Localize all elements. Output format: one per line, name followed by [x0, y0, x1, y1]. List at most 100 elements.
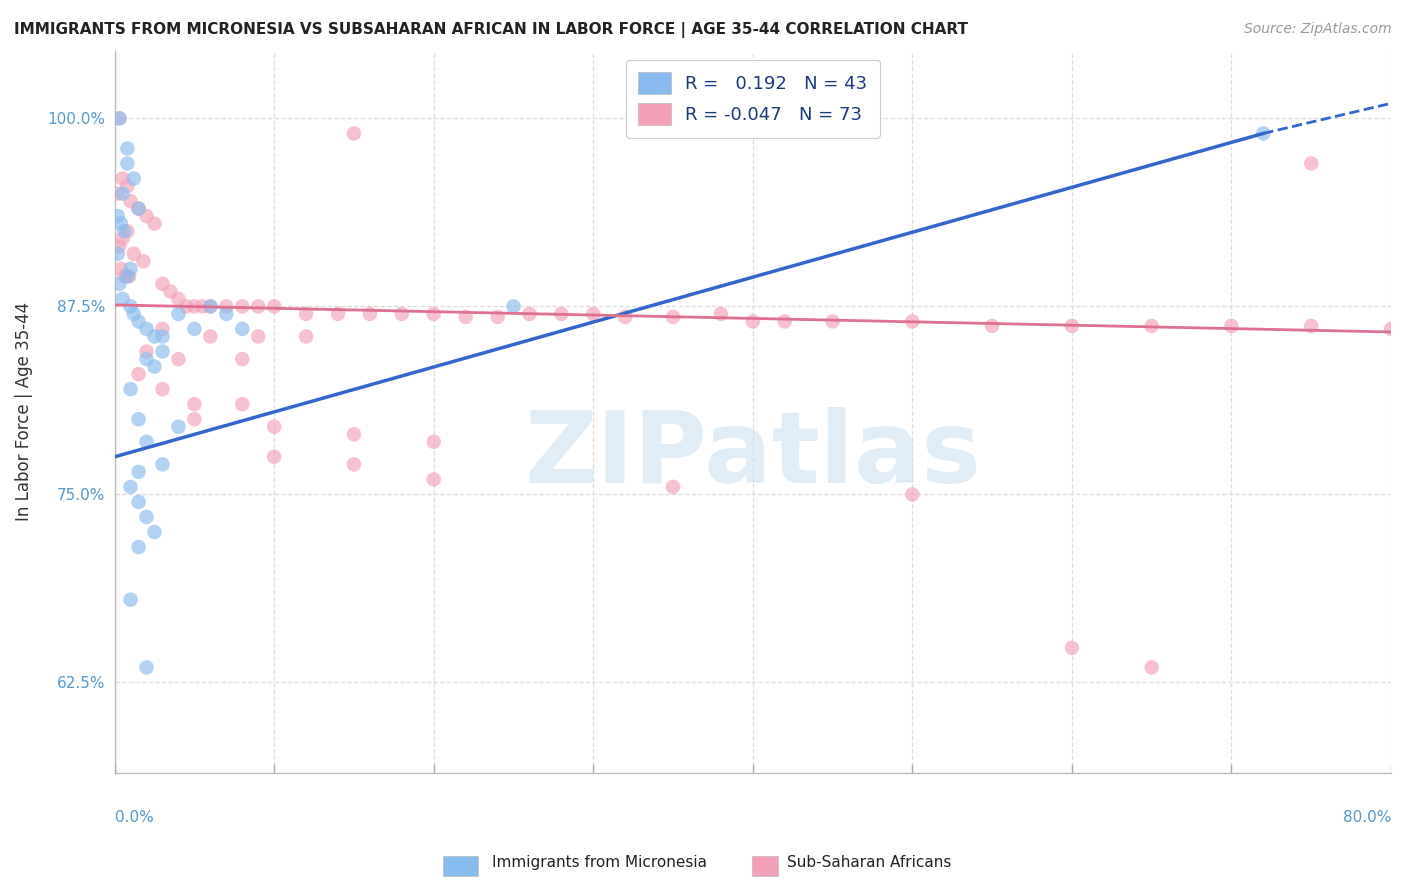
Point — [159, 285, 181, 299]
Point — [122, 171, 145, 186]
Point — [662, 310, 685, 324]
Point — [110, 217, 132, 231]
Point — [422, 434, 444, 449]
Point — [391, 307, 413, 321]
Point — [152, 322, 174, 336]
Point — [263, 450, 285, 464]
Point — [1301, 318, 1323, 333]
Point — [231, 397, 253, 411]
Point — [132, 254, 155, 268]
Point — [247, 299, 270, 313]
Point — [152, 277, 174, 291]
Point — [773, 314, 796, 328]
Point — [120, 592, 142, 607]
Point — [135, 209, 157, 223]
Point — [167, 307, 190, 321]
Point — [1060, 318, 1083, 333]
Point — [901, 314, 924, 328]
Point — [112, 224, 135, 238]
Point — [135, 660, 157, 674]
Point — [359, 307, 381, 321]
Legend: R =   0.192   N = 43, R = -0.047   N = 73: R = 0.192 N = 43, R = -0.047 N = 73 — [626, 60, 880, 138]
Point — [176, 299, 198, 313]
Point — [1220, 318, 1243, 333]
Point — [143, 524, 166, 539]
Point — [117, 269, 139, 284]
Point — [1379, 322, 1402, 336]
Point — [614, 310, 637, 324]
Point — [422, 472, 444, 486]
Text: ZIPatlas: ZIPatlas — [524, 407, 981, 503]
Text: Sub-Saharan Africans: Sub-Saharan Africans — [787, 855, 952, 870]
Point — [108, 112, 131, 126]
Point — [200, 299, 222, 313]
Point — [152, 344, 174, 359]
Point — [183, 299, 205, 313]
Point — [152, 458, 174, 472]
Point — [118, 269, 141, 284]
Point — [107, 186, 129, 201]
Point — [111, 186, 134, 201]
Point — [1060, 640, 1083, 655]
Point — [128, 540, 150, 554]
Point — [128, 367, 150, 381]
Point — [128, 412, 150, 426]
Y-axis label: In Labor Force | Age 35-44: In Labor Force | Age 35-44 — [15, 302, 32, 521]
Point — [821, 314, 844, 328]
Point — [120, 299, 142, 313]
Point — [231, 322, 253, 336]
Point — [519, 307, 541, 321]
Point — [981, 318, 1004, 333]
Point — [128, 465, 150, 479]
Point — [263, 299, 285, 313]
Point — [122, 246, 145, 260]
Point — [152, 329, 174, 343]
Point — [215, 299, 238, 313]
Point — [128, 314, 150, 328]
Point — [247, 329, 270, 343]
Point — [1301, 156, 1323, 170]
Point — [111, 232, 134, 246]
Point — [143, 359, 166, 374]
Point — [108, 239, 131, 253]
Point — [191, 299, 214, 313]
Point — [122, 307, 145, 321]
Point — [152, 382, 174, 396]
Point — [183, 322, 205, 336]
Point — [110, 261, 132, 276]
Point — [263, 419, 285, 434]
Point — [343, 458, 366, 472]
Point — [117, 224, 139, 238]
Point — [111, 292, 134, 306]
Point — [710, 307, 733, 321]
Point — [231, 299, 253, 313]
Point — [167, 352, 190, 367]
Point — [215, 307, 238, 321]
Point — [167, 292, 190, 306]
Point — [343, 427, 366, 442]
Point — [128, 495, 150, 509]
Point — [135, 510, 157, 524]
Point — [454, 310, 477, 324]
Point — [117, 179, 139, 194]
Point — [741, 314, 763, 328]
Point — [128, 202, 150, 216]
Point — [1140, 660, 1163, 674]
Point — [502, 299, 524, 313]
Text: IMMIGRANTS FROM MICRONESIA VS SUBSAHARAN AFRICAN IN LABOR FORCE | AGE 35-44 CORR: IMMIGRANTS FROM MICRONESIA VS SUBSAHARAN… — [14, 22, 969, 38]
Point — [117, 156, 139, 170]
Point — [550, 307, 572, 321]
Point — [582, 307, 605, 321]
Point — [112, 269, 135, 284]
Point — [120, 194, 142, 208]
Point — [295, 307, 318, 321]
Point — [422, 307, 444, 321]
Point — [128, 202, 150, 216]
Text: 80.0%: 80.0% — [1343, 810, 1391, 825]
Point — [901, 487, 924, 501]
Point — [143, 329, 166, 343]
Point — [183, 412, 205, 426]
Point — [111, 171, 134, 186]
Point — [120, 480, 142, 494]
Text: 0.0%: 0.0% — [115, 810, 153, 825]
